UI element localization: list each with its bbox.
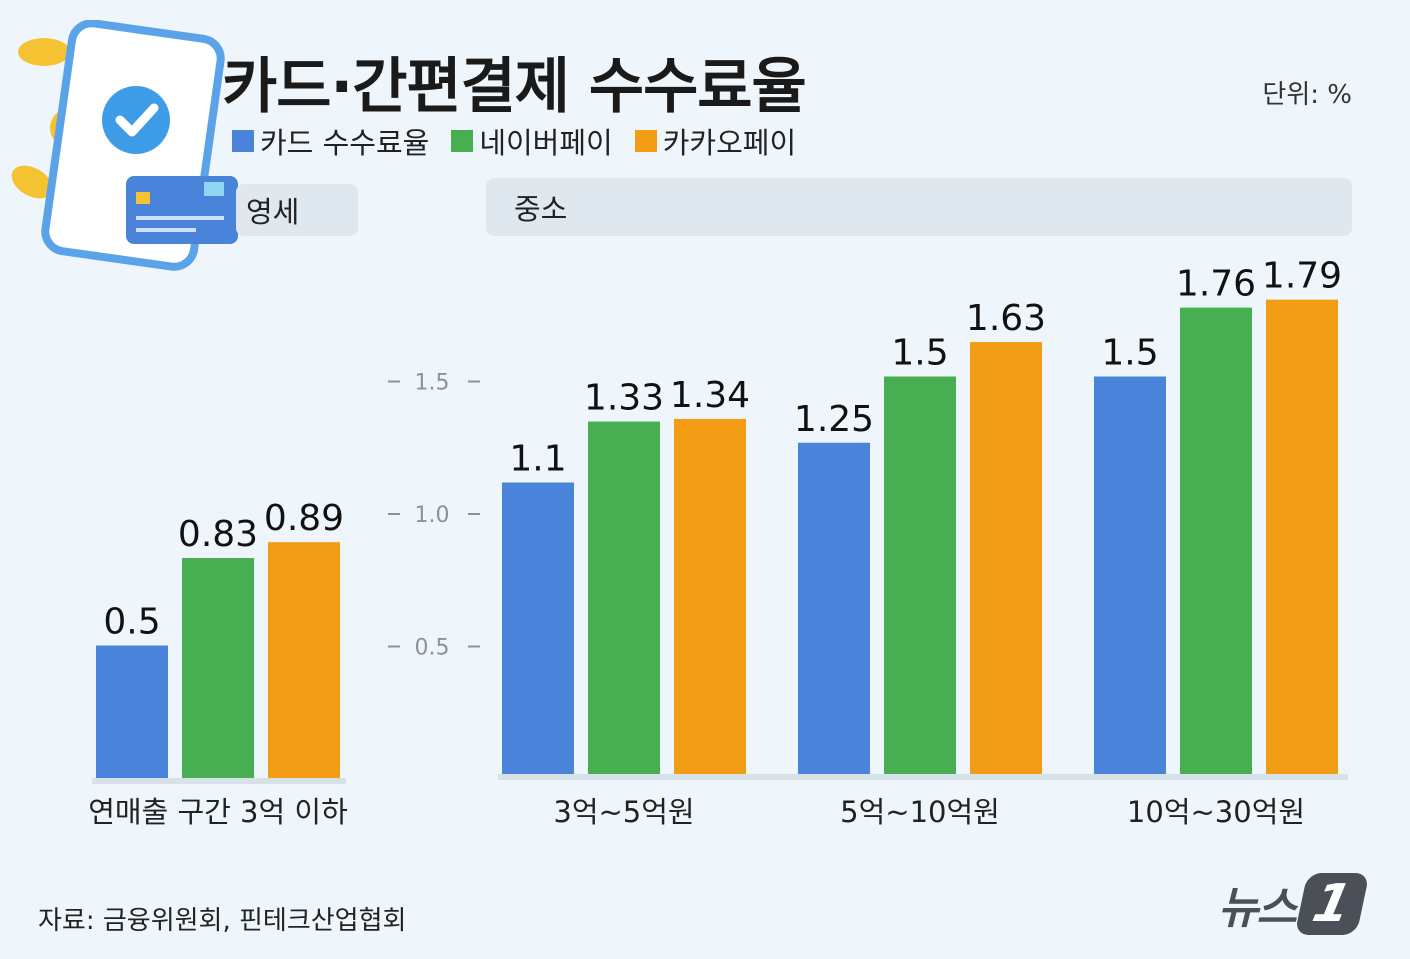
check-icon: [102, 86, 170, 154]
group-label-medium: 중소: [514, 192, 568, 226]
logo-text: 뉴스: [1218, 883, 1297, 934]
news1-logo: 뉴스 1: [1218, 872, 1370, 936]
value-label-naver: 1.76: [1176, 264, 1256, 305]
legend-item-card: 카드 수수료율: [232, 120, 429, 162]
source-note: 자료: 금융위원회, 핀테크산업협회: [38, 906, 407, 936]
group-band-small: 영세: [236, 184, 358, 236]
category-label: 10억~30억원: [1127, 795, 1305, 829]
unit-label: 단위: %: [1262, 80, 1352, 110]
gold-coin-icon: [18, 38, 70, 66]
legend-label-card: 카드 수수료율: [260, 126, 430, 160]
category-label: 3억~5억원: [553, 795, 694, 829]
value-label-card: 0.5: [103, 602, 160, 643]
category-label: 5억~10억원: [840, 795, 1000, 829]
value-label-naver: 1.5: [891, 333, 948, 374]
legend-swatch-kakao: [634, 130, 657, 152]
bar-card: [798, 442, 870, 774]
legend-item-kakao: 카카오페이: [634, 120, 797, 162]
value-label-naver: 1.33: [584, 378, 664, 419]
value-label-kakao: 0.89: [264, 498, 344, 539]
legend-label-naver: 네이버페이: [479, 126, 613, 160]
bar-naver: [1180, 307, 1252, 774]
legend-label-kakao: 카카오페이: [662, 126, 797, 160]
group-band-medium: 중소: [486, 178, 1352, 236]
legend-swatch-naver: [451, 130, 474, 152]
bar-card: [1094, 376, 1166, 774]
value-label-naver: 0.83: [178, 514, 258, 555]
value-label-card: 1.5: [1101, 333, 1158, 374]
value-label-card: 1.25: [794, 399, 874, 440]
bar-kakao: [268, 542, 340, 778]
bar-kakao: [970, 342, 1042, 774]
value-label-kakao: 1.63: [966, 298, 1046, 339]
category-label: 연매출 구간 3억 이하: [88, 795, 348, 829]
y-tick-label: 1.5: [415, 371, 450, 396]
value-label-kakao: 1.34: [670, 375, 750, 416]
value-label-card: 1.1: [509, 439, 566, 480]
y-tick-label: 1.0: [415, 503, 450, 528]
bar-card: [502, 482, 574, 774]
value-label-kakao: 1.79: [1262, 256, 1342, 297]
baseline-small: [92, 778, 346, 784]
bar-kakao: [1266, 299, 1338, 774]
bar-naver: [884, 376, 956, 774]
phone-payment-icon: [11, 20, 238, 271]
bar-kakao: [674, 418, 746, 774]
legend: 카드 수수료율 네이버페이 카카오페이: [232, 120, 796, 162]
page-title: 카드·간편결제 수수료율: [222, 52, 807, 122]
logo-badge: 1: [1294, 873, 1370, 935]
baseline-medium: [498, 774, 1348, 780]
group-label-small: 영세: [246, 195, 300, 229]
legend-swatch-card: [232, 130, 254, 152]
bar-naver: [182, 558, 254, 778]
legend-item-naver: 네이버페이: [451, 120, 613, 162]
bar-card: [96, 645, 168, 778]
bar-naver: [588, 421, 660, 774]
y-tick-label: 0.5: [415, 636, 450, 661]
